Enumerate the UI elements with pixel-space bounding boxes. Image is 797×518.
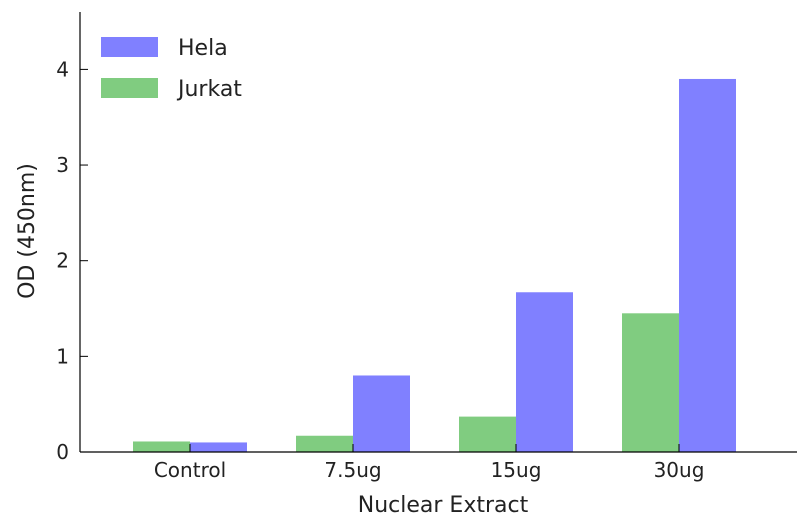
y-tick-label: 4 bbox=[56, 57, 69, 81]
y-tick-label: 0 bbox=[56, 440, 69, 464]
bar-hela-15ug bbox=[516, 292, 573, 452]
y-tick-label: 1 bbox=[56, 344, 69, 368]
x-tick-label: 15ug bbox=[491, 458, 542, 482]
x-tick-label: 30ug bbox=[654, 458, 705, 482]
y-tick-label: 2 bbox=[56, 249, 69, 273]
legend-label-hela: Hela bbox=[178, 36, 228, 61]
bar-jurkat-7-5ug bbox=[296, 435, 353, 452]
x-tick-label: 7.5ug bbox=[324, 458, 381, 482]
x-ticks-group: Control 7.5ug 15ug 30ug bbox=[154, 444, 705, 482]
x-axis-label: Nuclear Extract bbox=[358, 493, 529, 518]
x-tick-label: Control bbox=[154, 458, 226, 482]
bar-hela-30ug bbox=[679, 78, 736, 453]
legend-swatch-hela bbox=[101, 37, 158, 57]
bar-jurkat-control bbox=[133, 441, 190, 452]
legend-swatch-jurkat bbox=[101, 78, 158, 98]
bar-jurkat-30ug bbox=[622, 313, 679, 452]
legend-label-jurkat: Jurkat bbox=[176, 77, 242, 102]
y-tick-label: 3 bbox=[56, 153, 69, 177]
bars-group bbox=[133, 78, 736, 453]
y-ticks-group: 0 1 2 3 4 bbox=[56, 57, 88, 464]
bar-hela-control bbox=[190, 442, 247, 452]
axes-group bbox=[79, 12, 797, 453]
legend: Hela Jurkat bbox=[101, 36, 242, 102]
y-axis-label: OD (450nm) bbox=[15, 163, 40, 299]
bar-jurkat-15ug bbox=[459, 416, 516, 452]
bar-hela-7-5ug bbox=[353, 375, 410, 452]
